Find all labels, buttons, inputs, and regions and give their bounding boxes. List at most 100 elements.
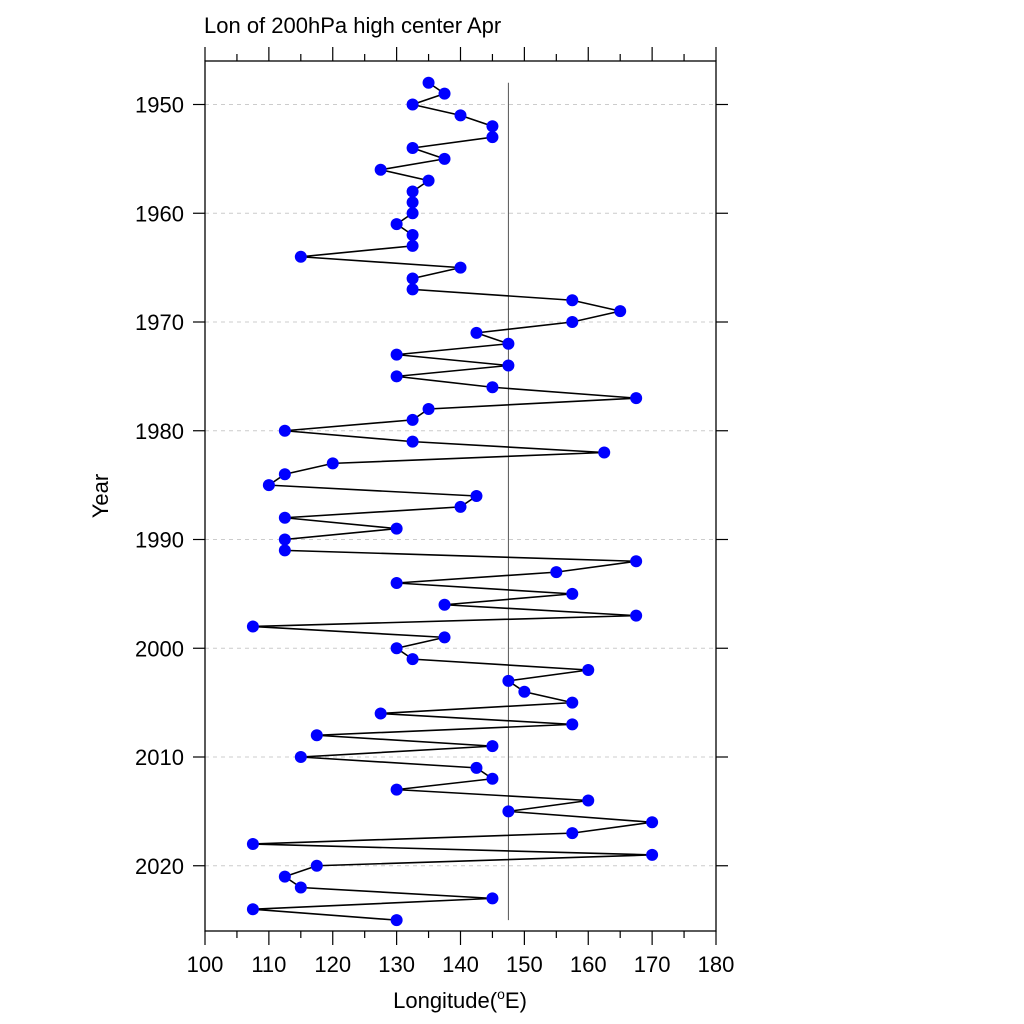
data-point-1979: [406, 413, 419, 426]
y-tick-label-2000: 2000: [135, 636, 184, 661]
data-point-1964: [294, 250, 307, 263]
data-point-2016: [646, 816, 659, 829]
data-point-1996: [438, 598, 451, 611]
data-point-2022: [294, 881, 307, 894]
data-point-1954: [406, 142, 419, 154]
data-point-2005: [566, 696, 579, 709]
data-point-1987: [454, 500, 467, 513]
x-tick-label-110: 110: [251, 952, 286, 977]
data-point-1990: [278, 533, 291, 546]
data-point-1980: [278, 424, 291, 437]
data-point-1949: [438, 87, 451, 100]
data-point-2008: [310, 729, 323, 742]
data-point-1967: [406, 283, 419, 296]
data-point-1959: [406, 196, 419, 209]
data-point-2002: [582, 664, 595, 676]
data-point-1951: [454, 109, 467, 122]
data-point-2017: [566, 827, 579, 840]
data-point-1989: [390, 522, 403, 535]
x-tick-labels: 100 110 120 130 140 150 160 170 180: [187, 952, 735, 977]
data-point-1986: [470, 490, 483, 502]
data-point-1963: [406, 239, 419, 252]
y-tick-label-1950: 1950: [135, 93, 184, 118]
series-line: [252, 82, 653, 921]
data-point-2013: [390, 783, 403, 796]
data-point-1992: [630, 555, 643, 568]
data-point-1968: [566, 294, 579, 307]
x-tick-label-120: 120: [314, 952, 351, 977]
y-tick-labels: 1950 1960 1970 1980 1990 2000 2010 2020: [135, 93, 184, 879]
data-point-1977: [630, 392, 643, 405]
data-point-1955: [438, 152, 451, 165]
data-point-2020: [310, 859, 323, 872]
data-point-1993: [550, 566, 563, 579]
data-point-1950: [406, 98, 419, 111]
data-point-2009: [486, 740, 499, 753]
data-point-2004: [518, 685, 531, 698]
x-axis-label: Longitude(oE): [393, 986, 527, 1013]
data-point-1956: [374, 163, 387, 176]
x-tick-label-180: 180: [698, 952, 735, 977]
data-point-1998: [246, 620, 259, 633]
data-point-2014: [582, 794, 595, 807]
data-point-2006: [374, 707, 387, 720]
data-point-2019: [646, 848, 659, 861]
data-point-1973: [390, 348, 403, 361]
data-point-2011: [470, 761, 483, 774]
data-point-1969: [614, 305, 627, 318]
y-tick-label-2010: 2010: [135, 745, 184, 770]
data-point-1960: [406, 207, 419, 220]
axis-ticks: [193, 47, 728, 945]
x-tick-label-100: 100: [187, 952, 224, 977]
data-point-1958: [406, 185, 419, 198]
data-point-1994: [390, 577, 403, 589]
data-point-2023: [486, 892, 499, 905]
data-point-2018: [246, 838, 259, 850]
data-point-2015: [502, 805, 515, 818]
data-point-2021: [278, 870, 291, 883]
data-point-2012: [486, 772, 499, 785]
data-point-1971: [470, 326, 483, 339]
data-point-1982: [598, 446, 611, 459]
data-point-1948: [422, 76, 435, 89]
y-tick-label-1990: 1990: [135, 528, 184, 553]
plot-frame: [204, 60, 717, 932]
x-tick-label-140: 140: [442, 952, 479, 977]
data-point-1962: [406, 229, 419, 241]
data-point-1966: [406, 272, 419, 285]
data-point-2007: [566, 718, 579, 731]
data-point-1981: [406, 435, 419, 448]
data-point-1985: [262, 479, 275, 492]
x-tick-label-160: 160: [570, 952, 607, 977]
y-tick-label-2020: 2020: [135, 854, 184, 879]
data-point-1970: [566, 316, 579, 328]
data-point-1965: [454, 261, 467, 274]
x-tick-label-150: 150: [506, 952, 543, 977]
data-point-1995: [566, 587, 579, 600]
y-axis-label: Year: [88, 474, 113, 518]
y-tick-label-1980: 1980: [135, 419, 184, 444]
data-points: [246, 76, 659, 927]
data-point-1999: [438, 631, 451, 644]
data-point-2003: [502, 674, 515, 687]
x-tick-label-130: 130: [378, 952, 415, 977]
data-point-1984: [278, 468, 291, 481]
data-point-2025: [390, 914, 403, 927]
data-point-1997: [630, 609, 643, 622]
data-point-1975: [390, 370, 403, 383]
data-point-1957: [422, 174, 435, 187]
data-point-1953: [486, 131, 499, 144]
y-grid: [205, 104, 716, 867]
data-point-2000: [390, 642, 403, 655]
data-point-1952: [486, 120, 499, 133]
data-point-1974: [502, 359, 515, 372]
data-point-1983: [326, 457, 339, 470]
data-point-2010: [294, 751, 307, 763]
data-point-2001: [406, 653, 419, 666]
y-tick-label-1970: 1970: [135, 310, 184, 335]
data-point-1988: [278, 511, 291, 524]
data-point-1961: [390, 218, 403, 231]
x-tick-label-170: 170: [634, 952, 671, 977]
chart-title: Lon of 200hPa high center Apr: [204, 13, 501, 38]
